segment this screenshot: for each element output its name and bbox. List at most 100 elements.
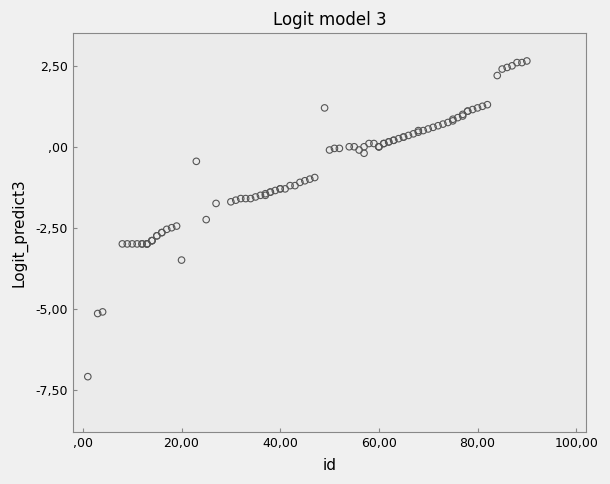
Point — [172, 222, 182, 230]
Point — [389, 136, 398, 144]
Point — [374, 143, 384, 151]
Point — [374, 143, 384, 151]
Point — [231, 197, 241, 204]
Point — [270, 187, 280, 195]
Point — [152, 232, 162, 240]
Point — [478, 103, 487, 110]
Point — [157, 229, 167, 237]
Point — [483, 101, 492, 108]
Point — [167, 224, 176, 231]
Point — [399, 133, 409, 141]
Point — [448, 115, 458, 123]
Point — [345, 143, 354, 151]
Point — [83, 373, 93, 380]
Point — [458, 112, 468, 120]
Point — [177, 256, 187, 264]
Point — [127, 240, 137, 248]
Point — [285, 182, 295, 190]
Title: Logit model 3: Logit model 3 — [273, 11, 386, 29]
Point — [354, 146, 364, 154]
Point — [379, 140, 389, 148]
Point — [137, 240, 147, 248]
Point — [384, 138, 393, 146]
Point — [152, 232, 162, 240]
Point — [418, 127, 428, 135]
Point — [142, 240, 152, 248]
Point — [275, 185, 285, 193]
Point — [369, 140, 379, 148]
Point — [350, 143, 359, 151]
Point — [399, 133, 409, 141]
Point — [423, 125, 433, 133]
Point — [280, 185, 290, 193]
Point — [374, 143, 384, 151]
Point — [260, 190, 270, 197]
Point — [265, 188, 275, 196]
Point — [147, 237, 157, 244]
Point — [123, 240, 132, 248]
Point — [137, 240, 147, 248]
Point — [132, 240, 142, 248]
Point — [453, 114, 462, 121]
Point — [260, 192, 270, 199]
Point — [256, 192, 265, 199]
Point — [393, 135, 403, 143]
Point — [142, 240, 152, 248]
Point — [192, 157, 201, 165]
X-axis label: id: id — [323, 458, 337, 473]
Point — [320, 104, 329, 112]
Point — [241, 195, 251, 202]
Point — [468, 106, 478, 113]
Point — [310, 174, 320, 182]
Point — [265, 188, 275, 196]
Point — [251, 193, 260, 201]
Point — [236, 195, 246, 202]
Point — [226, 198, 235, 206]
Point — [463, 107, 473, 115]
Point — [492, 72, 502, 79]
Point — [502, 63, 512, 71]
Point — [379, 140, 389, 148]
Point — [359, 150, 369, 157]
Point — [300, 177, 310, 184]
Point — [438, 120, 448, 128]
Point — [246, 195, 256, 202]
Point — [329, 145, 339, 152]
Point — [404, 132, 414, 139]
Point — [157, 229, 167, 237]
Y-axis label: Logit_predict3: Logit_predict3 — [11, 178, 27, 287]
Point — [458, 110, 468, 118]
Point — [473, 104, 483, 112]
Point — [290, 182, 300, 190]
Point — [512, 59, 522, 66]
Point — [147, 237, 157, 244]
Point — [463, 107, 473, 115]
Point — [118, 240, 127, 248]
Point — [497, 65, 507, 73]
Point — [522, 57, 532, 65]
Point — [433, 122, 443, 130]
Point — [275, 185, 285, 193]
Point — [448, 117, 458, 125]
Point — [414, 128, 423, 136]
Point — [517, 59, 527, 66]
Point — [409, 130, 418, 137]
Point — [389, 136, 398, 144]
Point — [359, 143, 369, 151]
Point — [325, 146, 334, 154]
Point — [334, 145, 344, 152]
Point — [428, 123, 438, 131]
Point — [443, 119, 453, 126]
Point — [384, 138, 393, 146]
Point — [295, 179, 305, 186]
Point — [507, 62, 517, 70]
Point — [364, 140, 374, 148]
Point — [414, 127, 423, 135]
Point — [142, 240, 152, 248]
Point — [98, 308, 107, 316]
Point — [93, 310, 102, 318]
Point — [305, 175, 315, 183]
Point — [211, 199, 221, 207]
Point — [147, 237, 157, 244]
Point — [162, 226, 171, 233]
